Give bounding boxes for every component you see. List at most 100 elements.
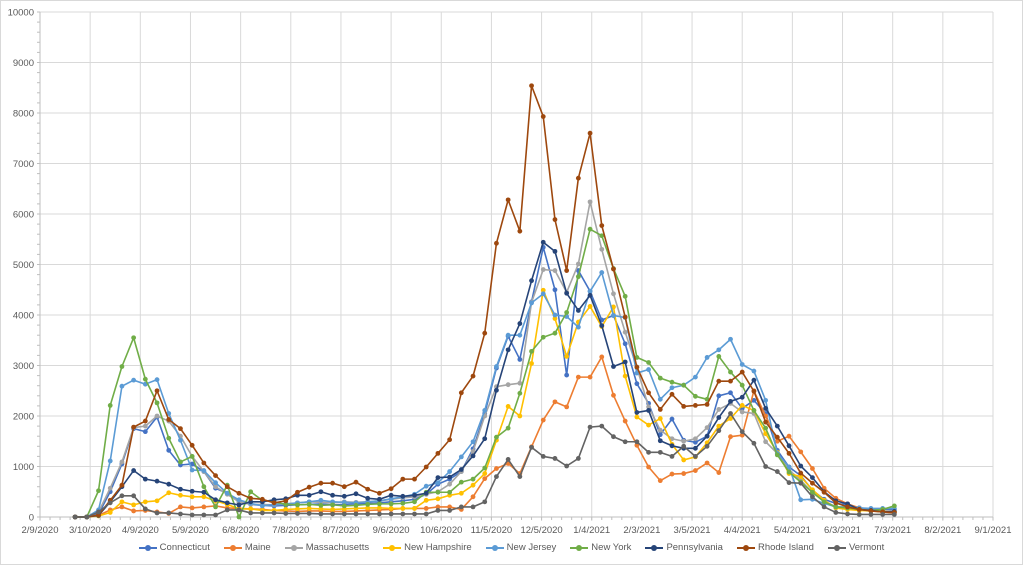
data-point xyxy=(470,476,476,482)
data-point xyxy=(119,504,125,510)
data-point xyxy=(388,501,394,507)
data-point xyxy=(634,442,640,448)
data-point xyxy=(575,274,581,280)
data-point xyxy=(470,494,476,500)
data-point xyxy=(400,476,406,482)
data-point xyxy=(728,411,733,416)
data-point xyxy=(505,425,511,431)
data-point xyxy=(178,486,183,492)
data-point xyxy=(798,470,804,476)
data-point xyxy=(166,447,172,453)
data-point xyxy=(142,499,148,505)
data-point xyxy=(728,390,733,396)
data-point xyxy=(166,481,172,487)
data-point xyxy=(318,506,324,512)
data-point xyxy=(669,385,675,391)
data-point xyxy=(435,450,441,456)
data-point xyxy=(856,507,862,512)
data-point xyxy=(470,504,476,510)
data-point xyxy=(365,486,371,492)
x-tick-label: 5/9/2020 xyxy=(172,525,209,536)
data-point xyxy=(178,437,183,443)
data-point xyxy=(517,357,523,362)
data-point xyxy=(564,404,570,410)
data-point xyxy=(412,511,417,517)
data-point xyxy=(833,504,839,510)
data-point xyxy=(365,495,371,501)
data-point xyxy=(400,511,406,517)
data-point xyxy=(154,400,160,406)
x-tick-label: 2/3/2021 xyxy=(623,525,660,536)
data-point xyxy=(131,502,137,508)
data-point xyxy=(341,499,347,505)
data-point xyxy=(646,422,651,428)
data-point xyxy=(423,464,429,470)
data-point xyxy=(482,408,488,413)
data-point xyxy=(224,507,230,513)
data-point xyxy=(646,390,651,396)
data-point xyxy=(774,452,780,458)
data-point xyxy=(295,506,300,512)
data-point xyxy=(716,393,722,399)
data-point xyxy=(377,511,382,517)
data-point xyxy=(681,443,687,449)
data-point xyxy=(189,467,195,473)
data-point xyxy=(599,233,605,239)
data-point xyxy=(540,454,546,459)
data-point xyxy=(564,310,570,315)
data-point xyxy=(166,490,172,496)
data-point xyxy=(412,492,417,498)
data-point xyxy=(213,504,218,510)
data-point xyxy=(142,429,148,435)
x-tick-label: 8/7/2020 xyxy=(322,525,359,536)
data-point xyxy=(236,502,242,508)
data-point xyxy=(423,490,429,496)
data-point xyxy=(318,497,324,503)
data-point xyxy=(131,493,137,499)
data-point xyxy=(166,417,172,422)
data-point xyxy=(271,510,277,516)
data-point xyxy=(669,443,675,449)
data-point xyxy=(353,491,359,497)
data-point xyxy=(716,428,722,434)
data-point xyxy=(739,432,745,438)
data-point xyxy=(669,416,675,422)
data-point xyxy=(107,485,113,491)
y-tick-label: 0 xyxy=(29,513,34,524)
legend-marker-icon xyxy=(736,543,755,552)
data-point xyxy=(739,402,745,408)
data-point xyxy=(751,397,757,403)
data-point xyxy=(107,458,113,464)
data-point xyxy=(716,470,722,475)
legend-label: Maine xyxy=(244,542,271,553)
data-point xyxy=(774,423,780,429)
data-point xyxy=(611,434,616,440)
data-point xyxy=(505,347,511,353)
data-point xyxy=(716,347,722,353)
data-point xyxy=(447,489,453,495)
y-tick-label: 6000 xyxy=(13,210,34,221)
legend-label: Connecticut xyxy=(159,542,210,553)
data-point xyxy=(716,378,722,384)
data-point xyxy=(353,502,359,508)
data-point xyxy=(189,488,195,494)
data-point xyxy=(669,454,675,459)
data-point xyxy=(646,408,651,413)
data-point xyxy=(224,500,230,506)
data-point xyxy=(178,426,183,432)
data-point xyxy=(458,467,464,472)
data-point xyxy=(119,364,125,369)
data-point xyxy=(142,423,148,429)
data-point xyxy=(646,449,651,455)
data-point xyxy=(517,228,523,234)
data-point xyxy=(622,373,628,379)
data-point xyxy=(259,510,265,516)
data-point xyxy=(435,480,441,486)
data-point xyxy=(377,501,382,507)
data-point xyxy=(763,397,769,403)
data-point xyxy=(412,506,417,511)
legend-marker-icon xyxy=(570,543,589,552)
series-vermont xyxy=(72,411,897,520)
data-point xyxy=(728,336,733,342)
